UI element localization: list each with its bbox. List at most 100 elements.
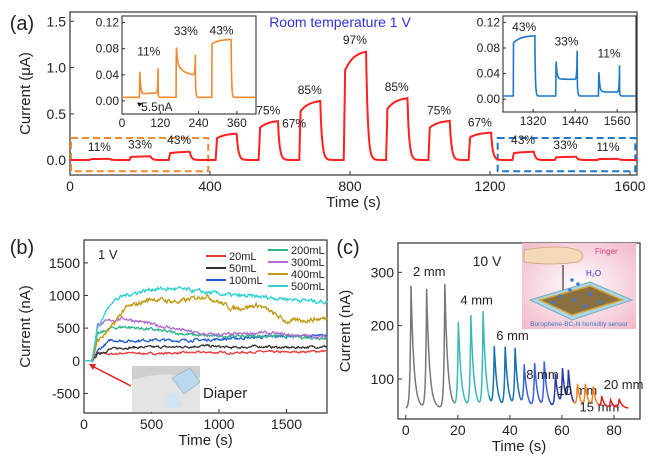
- pulse-label: 33%: [553, 138, 577, 152]
- inset-frame: [502, 15, 637, 113]
- pulse-label: 43%: [167, 133, 191, 147]
- legend-label: 500mL: [291, 281, 325, 293]
- y-tick-label: 1.0: [47, 60, 67, 76]
- dashed-box-orange: [70, 136, 210, 173]
- series-10mm: [549, 367, 575, 406]
- legend-item: 20mL: [206, 251, 257, 263]
- annotation-1v: 1 V: [98, 247, 118, 262]
- inset-pulse-label: 33%: [174, 24, 198, 38]
- x-axis-label: Time (s): [326, 194, 380, 211]
- inset-x-tick-label: 0: [119, 116, 126, 130]
- series-300mL: [84, 315, 327, 364]
- axes-frame: [83, 239, 328, 414]
- water-droplet-icon: [598, 300, 602, 304]
- x-tick-label: 0: [66, 178, 74, 194]
- x-tick-label: 40: [502, 422, 518, 438]
- legend-label: 400mL: [291, 269, 325, 281]
- finger-icon: [523, 246, 584, 265]
- x-tick-label: 1000: [203, 416, 234, 432]
- axes-frame: [397, 242, 641, 420]
- series-4mm: [453, 310, 490, 404]
- diaper-label: Diaper: [203, 385, 247, 402]
- pulse-label: 75%: [256, 103, 280, 117]
- water-droplet-icon: [570, 278, 574, 282]
- x-tick-label: 1200: [474, 178, 505, 194]
- inset-series: [122, 38, 256, 99]
- y-axis-label: Current (μA): [17, 52, 34, 135]
- annotation-10v: 10 V: [473, 253, 502, 269]
- annotation-room-temperature: Room temperature 1 V: [269, 14, 411, 30]
- panel-label-c: (c): [336, 237, 359, 259]
- x-tick-label: 400: [198, 178, 222, 194]
- x-tick-label: 1600: [614, 178, 645, 194]
- water-droplet-icon: [551, 301, 555, 305]
- x-tick-label: 80: [606, 422, 622, 438]
- water-label: H₂O: [586, 269, 601, 278]
- series-2mm: [405, 283, 455, 409]
- inset-series: [503, 35, 636, 97]
- series-8mm: [519, 361, 551, 405]
- inset-y-tick-label: 0.00: [96, 94, 120, 108]
- sensor-illustration: Finger H₂O Borophene-BC₂N humidity sensor: [522, 243, 636, 329]
- pulse-label: 85%: [298, 83, 322, 97]
- water-droplet-icon: [576, 282, 580, 286]
- water-droplet-icon: [558, 294, 562, 298]
- inset-y-tick-label: 0.00: [477, 92, 501, 106]
- pulse-label: 85%: [385, 80, 409, 94]
- series-400mL: [84, 293, 328, 362]
- inset-y-tick-label: 0.08: [96, 42, 120, 56]
- inset-x-tick-label: 1440: [562, 114, 589, 128]
- inset-y-tick-label: 0.12: [96, 16, 120, 30]
- pulse-label: 11%: [88, 140, 111, 154]
- diaper-photo: [132, 366, 201, 412]
- legend-label: 200mL: [291, 245, 325, 257]
- legend-label: 100mL: [229, 275, 263, 287]
- axes-frame: [69, 11, 638, 176]
- y-tick-label: 1.5: [47, 13, 67, 29]
- main-current-series: [70, 50, 637, 161]
- legend-item: 200mL: [268, 245, 325, 257]
- y-tick-label: 500: [57, 320, 81, 336]
- inset-y-tick-label: 0.12: [477, 15, 501, 29]
- x-axis-label: Time (s): [178, 432, 232, 449]
- inset-y-tick-label: 0.04: [477, 67, 501, 81]
- inset-x-tick-label: 1560: [604, 114, 631, 128]
- x-tick-label: 500: [140, 416, 164, 432]
- pulse-label: 43%: [511, 133, 535, 147]
- legend-item: 500mL: [268, 281, 325, 293]
- series-6mm: [488, 346, 522, 404]
- legend-label: 300mL: [291, 257, 325, 269]
- x-tick-label: 800: [338, 178, 362, 194]
- red-arrow-icon: [91, 365, 132, 387]
- group-label: 15 mm: [580, 399, 620, 414]
- red-arrowhead-icon: [89, 364, 96, 370]
- legend-item: 300mL: [268, 257, 325, 269]
- inset-pulse-label: 33%: [555, 35, 579, 49]
- inset-pulse-label: 43%: [210, 24, 234, 38]
- dashed-box-blue: [496, 136, 637, 173]
- inset-bg: [503, 16, 636, 112]
- legend-label: 20mL: [229, 251, 257, 263]
- x-axis-label: Time (s): [492, 438, 546, 455]
- inset-x-tick-label: 240: [189, 116, 209, 130]
- y-tick-label: 0.0: [47, 152, 67, 168]
- group-label: 4 mm: [460, 292, 493, 307]
- panel-label-a: (a): [10, 13, 34, 35]
- sensor-label: Borophene-BC₂N humidity sensor: [530, 321, 628, 328]
- y-tick-label: 200: [371, 318, 395, 334]
- inset-y-tick-label: 0.08: [477, 41, 501, 55]
- arrowhead-icon: [137, 102, 143, 107]
- pulse-label: 33%: [128, 137, 152, 151]
- group-label: 2 mm: [413, 264, 446, 279]
- water-droplet-icon: [588, 292, 592, 296]
- series-15mm: [573, 383, 599, 406]
- finger-label: Finger: [595, 247, 618, 256]
- inset-y-tick-label: 0.04: [96, 68, 120, 82]
- photo-cup: [171, 367, 201, 395]
- pulse-label: 75%: [427, 103, 451, 117]
- inset-pulse-label: 43%: [512, 20, 536, 34]
- group-label: 8 mm: [526, 367, 559, 382]
- y-tick-label: 300: [371, 264, 395, 280]
- y-tick-label: 0: [72, 353, 80, 369]
